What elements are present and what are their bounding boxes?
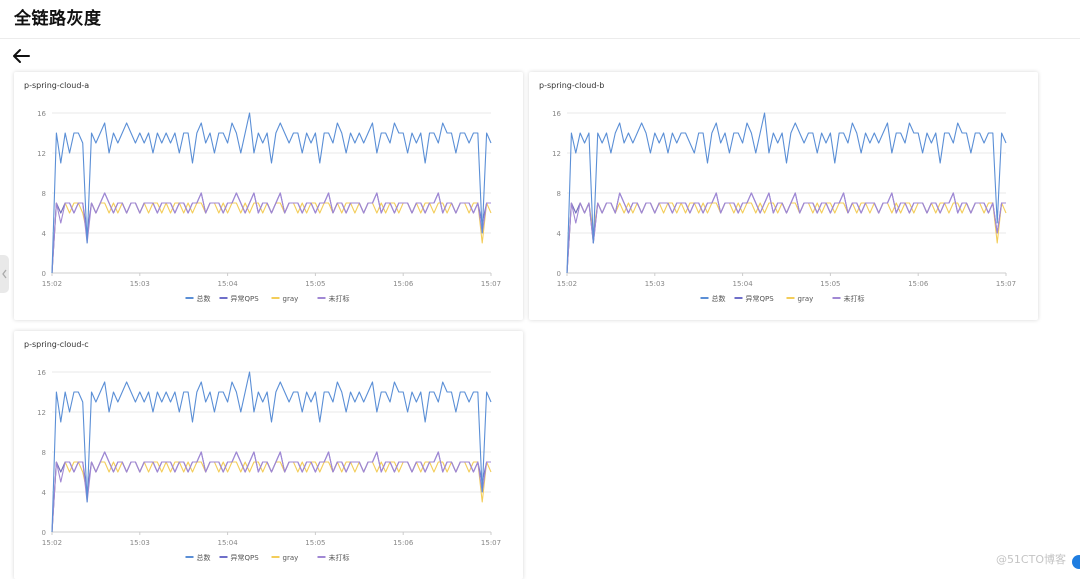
page-header: 全链路灰度 <box>0 0 1080 39</box>
x-tick-label: 15:05 <box>305 539 325 547</box>
x-tick-label: 15:04 <box>218 539 239 547</box>
series-line-0 <box>51 371 492 533</box>
y-tick-label: 12 <box>37 409 46 417</box>
chart-card-b: p-spring-cloud-b 0 4 8 12 16 15:02 15:03 15:04 1… <box>529 72 1038 320</box>
x-tick-label: 15:02 <box>42 280 62 288</box>
legend-label[interactable]: 总数 <box>712 294 726 303</box>
series-line-3 <box>566 192 1006 274</box>
y-tick-label: 8 <box>42 190 46 198</box>
page-title: 全链路灰度 <box>14 9 102 29</box>
series-line-3 <box>51 451 491 533</box>
sidebar-collapse-handle[interactable] <box>0 255 9 293</box>
x-tick-label: 15:02 <box>42 539 62 547</box>
x-tick-label: 15:03 <box>645 280 665 288</box>
x-tick-label: 15:03 <box>130 280 150 288</box>
legend-label[interactable]: 异常QPS <box>231 294 260 303</box>
watermark: @51CTO博客 <box>995 553 1066 566</box>
x-tick-label: 15:06 <box>908 280 929 288</box>
legend-label[interactable]: 总数 <box>197 294 211 303</box>
x-tick-label: 15:03 <box>130 539 150 547</box>
chart-card-c: p-spring-cloud-c 0 4 8 12 16 15:02 15:03 15:04 1… <box>14 331 523 579</box>
y-tick-label: 0 <box>42 529 46 537</box>
chart-card-title: p-spring-cloud-b <box>539 81 605 90</box>
legend-label[interactable]: 总数 <box>197 553 211 562</box>
y-tick-label: 8 <box>42 449 46 457</box>
y-tick-label: 0 <box>42 270 46 278</box>
legend-label[interactable]: gray <box>283 554 299 562</box>
legend-label[interactable]: gray <box>283 295 299 303</box>
x-tick-label: 15:02 <box>557 280 577 288</box>
x-tick-label: 15:07 <box>481 280 501 288</box>
series-line-0 <box>566 112 1007 274</box>
series-line-3 <box>51 192 491 274</box>
chart-card-a: p-spring-cloud-a 0 4 8 12 16 15:02 15:03 15:04 1… <box>14 72 523 320</box>
arrow-left-icon <box>13 49 30 63</box>
y-tick-label: 12 <box>37 150 46 158</box>
back-button[interactable] <box>11 48 33 66</box>
y-tick-label: 16 <box>37 369 46 377</box>
series-line-0 <box>51 112 492 274</box>
y-tick-label: 4 <box>557 230 562 238</box>
chart-card-title: p-spring-cloud-c <box>24 340 89 349</box>
line-chart: 0 4 8 12 16 15:02 15:03 15:04 15:05 15:06 15:07 总数 异… <box>37 110 501 303</box>
y-tick-label: 4 <box>42 230 47 238</box>
legend-label[interactable]: 未打标 <box>329 553 350 562</box>
legend-label[interactable]: 未打标 <box>844 294 865 303</box>
legend-label[interactable]: gray <box>798 295 814 303</box>
chart-card-title: p-spring-cloud-a <box>24 81 90 90</box>
y-tick-label: 4 <box>42 489 47 497</box>
legend-label[interactable]: 未打标 <box>329 294 350 303</box>
y-tick-label: 16 <box>552 110 561 118</box>
y-tick-label: 0 <box>557 270 561 278</box>
x-tick-label: 15:07 <box>481 539 501 547</box>
y-tick-label: 16 <box>37 110 46 118</box>
x-tick-label: 15:06 <box>393 280 414 288</box>
line-chart: 0 4 8 12 16 15:02 15:03 15:04 15:05 15:06 15:07 总数 异… <box>37 369 501 562</box>
legend-label[interactable]: 异常QPS <box>746 294 775 303</box>
line-chart: 0 4 8 12 16 15:02 15:03 15:04 15:05 15:06 15:07 总数 异… <box>552 110 1016 303</box>
y-tick-label: 8 <box>557 190 561 198</box>
x-tick-label: 15:06 <box>393 539 414 547</box>
x-tick-label: 15:05 <box>305 280 325 288</box>
legend-label[interactable]: 异常QPS <box>231 553 260 562</box>
circle-icon[interactable] <box>1072 555 1080 569</box>
x-tick-label: 15:07 <box>996 280 1016 288</box>
x-tick-label: 15:05 <box>820 280 840 288</box>
y-tick-label: 12 <box>552 150 561 158</box>
x-tick-label: 15:04 <box>733 280 754 288</box>
chevron-left-icon <box>2 269 7 279</box>
x-tick-label: 15:04 <box>218 280 239 288</box>
